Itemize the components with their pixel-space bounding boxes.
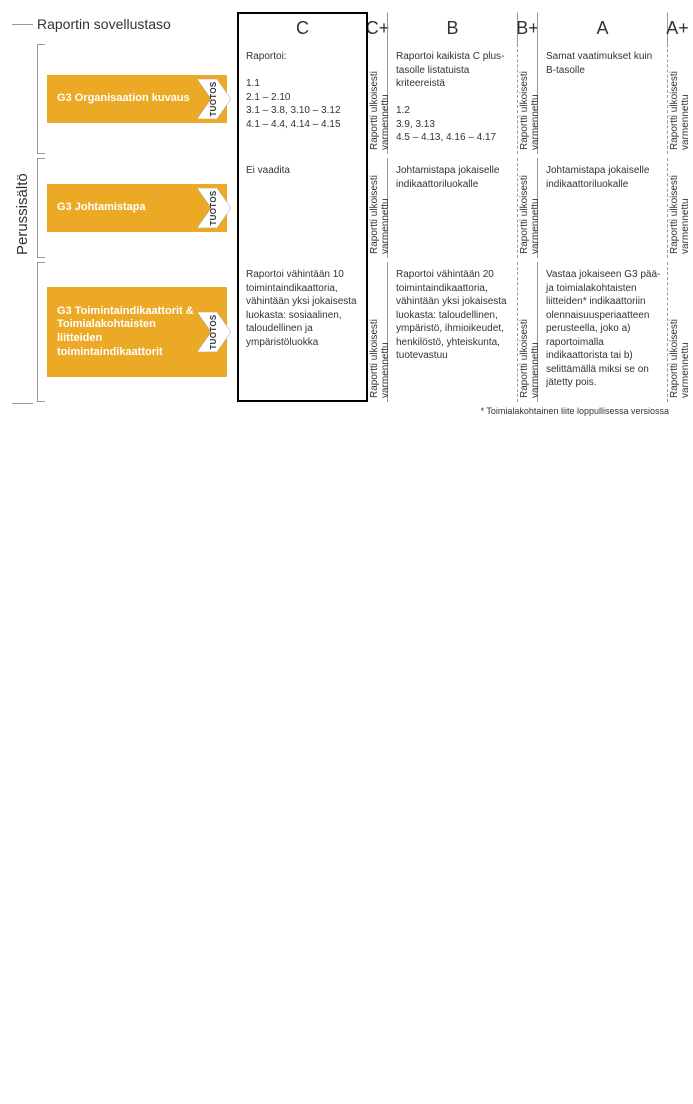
row-label-1: G3 Organisaation kuvaus TUOTOS (47, 75, 227, 123)
vert-bplus-2: Raportti ulkoisesti varmennettu (518, 158, 542, 258)
cell-r3-cplus: Raportti ulkoisesti varmennettu (367, 262, 387, 402)
cell-r2-aplus: Raportti ulkoisesti varmennettu (667, 158, 687, 258)
cell-r1-bplus: Raportti ulkoisesti varmennettu (517, 44, 537, 154)
header-row: Raportin sovellustaso C C+ B B+ A A+ (37, 12, 687, 44)
tuotos-label-2: TUOTOS (209, 191, 219, 226)
vert-aplus-1: Raportti ulkoisesti varmennettu (668, 44, 692, 154)
row-bracket-3 (37, 262, 45, 402)
row-toimintaindikaattorit: G3 Toimintaindikaattorit & Toimialakohta… (37, 262, 687, 402)
row-label-2: G3 Johtamistapa TUOTOS (47, 184, 227, 232)
vert-bplus-1: Raportti ulkoisesti varmennettu (518, 44, 542, 154)
cell-r1-aplus: Raportti ulkoisesti varmennettu (667, 44, 687, 154)
col-header-b: B (387, 12, 517, 44)
cell-r2-c: Ei vaadita (237, 158, 367, 258)
cell-r1-a: Samat vaatimukset kuin B-tasolle (537, 44, 667, 154)
cell-r1-b: Raportoi kaikista C plus-tasolle listatu… (387, 44, 517, 154)
cell-r3-b: Raportoi vähintään 20 toimintaindikaatto… (387, 262, 517, 402)
cell-r2-cplus: Raportti ulkoisesti varmennettu (367, 158, 387, 258)
row-label-2-text: G3 Johtamistapa (57, 201, 146, 215)
cell-r2-b: Johtamistapa jokaiselle indikaattoriluok… (387, 158, 517, 258)
vert-aplus-3: Raportti ulkoisesti varmennettu (668, 262, 692, 402)
cell-r3-bplus: Raportti ulkoisesti varmennettu (517, 262, 537, 402)
vert-bplus-3: Raportti ulkoisesti varmennettu (518, 262, 542, 402)
row-johtamistapa: G3 Johtamistapa TUOTOS Ei vaadita Raport… (37, 158, 687, 258)
chevron-2: TUOTOS (197, 188, 231, 228)
col-header-a: A (537, 12, 667, 44)
row-label-wrap-2: G3 Johtamistapa TUOTOS (37, 158, 237, 258)
cell-r3-a: Vastaa jokaiseen G3 pää- ja toimialakoht… (537, 262, 667, 402)
col-header-c: C (237, 12, 367, 44)
vert-cplus-3: Raportti ulkoisesti varmennettu (368, 262, 392, 402)
cell-r3-c: Raportoi vähintään 10 toimintaindikaatto… (237, 262, 367, 402)
row-bracket-1 (37, 44, 45, 154)
row-label-3: G3 Toimintaindikaattorit & Toimialakohta… (47, 287, 227, 377)
col-header-bplus: B+ (517, 12, 537, 44)
cell-r1-cplus: Raportti ulkoisesti varmennettu (367, 44, 387, 154)
side-label-perussisalto: Perussisältö (12, 24, 33, 404)
row-label-1-text: G3 Organisaation kuvaus (57, 92, 190, 106)
col-header-aplus: A+ (667, 12, 687, 44)
diagram-wrapper: Perussisältö Raportin sovellustaso C C+ … (12, 12, 681, 416)
row-label-wrap-1: G3 Organisaation kuvaus TUOTOS (37, 44, 237, 154)
row-organisaation-kuvaus: G3 Organisaation kuvaus TUOTOS Raportoi:… (37, 44, 687, 154)
main-grid: Raportin sovellustaso C C+ B B+ A A+ G3 … (37, 12, 687, 416)
col-header-cplus: C+ (367, 12, 387, 44)
rows-container: G3 Organisaation kuvaus TUOTOS Raportoi:… (37, 44, 687, 402)
footnote: * Toimialakohtainen liite loppullisessa … (37, 406, 687, 416)
row-label-3-text: G3 Toimintaindikaattorit & Toimialakohta… (57, 305, 195, 360)
vert-cplus-2: Raportti ulkoisesti varmennettu (368, 158, 392, 258)
cell-r2-a: Johtamistapa jokaiselle indikaattoriluok… (537, 158, 667, 258)
tuotos-label-1: TUOTOS (209, 82, 219, 117)
vert-aplus-2: Raportti ulkoisesti varmennettu (668, 158, 692, 258)
chevron-3: TUOTOS (197, 312, 231, 352)
page-title: Raportin sovellustaso (37, 12, 237, 44)
tuotos-label-3: TUOTOS (209, 315, 219, 350)
row-bracket-2 (37, 158, 45, 258)
chevron-1: TUOTOS (197, 79, 231, 119)
row-label-wrap-3: G3 Toimintaindikaattorit & Toimialakohta… (37, 262, 237, 402)
cell-r3-aplus: Raportti ulkoisesti varmennettu (667, 262, 687, 402)
cell-r2-bplus: Raportti ulkoisesti varmennettu (517, 158, 537, 258)
cell-r1-c: Raportoi: 1.1 2.1 – 2.10 3.1 – 3.8, 3.10… (237, 44, 367, 154)
vert-cplus-1: Raportti ulkoisesti varmennettu (368, 44, 392, 154)
